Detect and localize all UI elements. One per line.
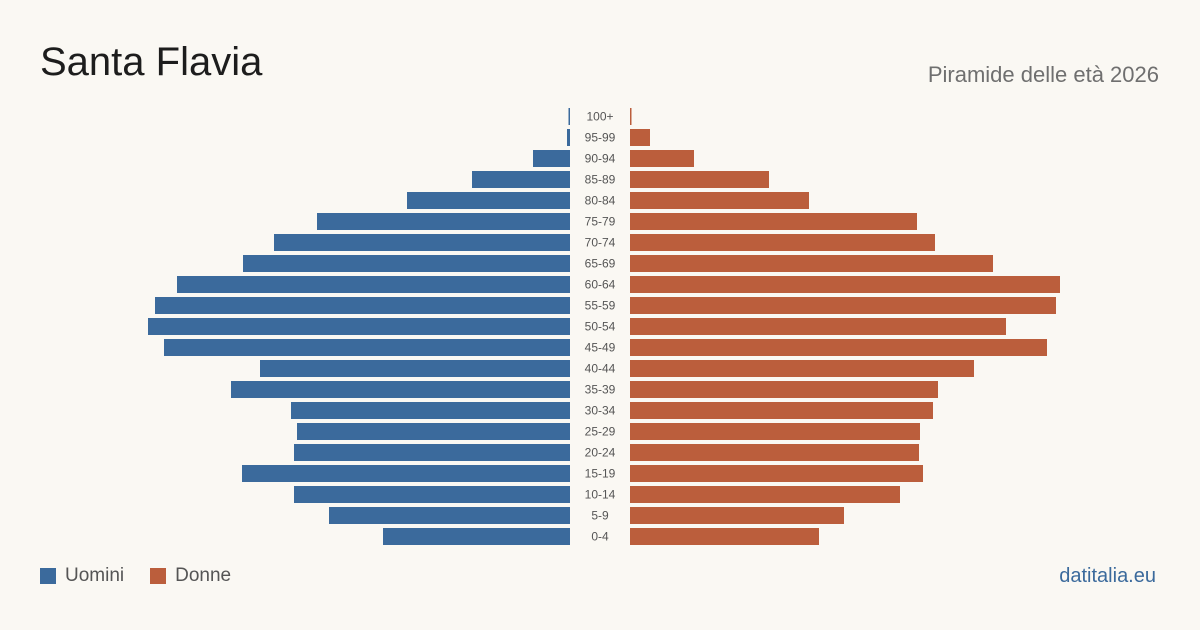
bar-men-30-34 bbox=[291, 402, 570, 419]
age-group-label-100plus: 100+ bbox=[586, 110, 613, 124]
bar-men-65-69 bbox=[243, 255, 570, 272]
bar-women-65-69 bbox=[630, 255, 993, 272]
bar-women-60-64 bbox=[630, 276, 1060, 293]
age-group-label-45-49: 45-49 bbox=[585, 341, 616, 355]
age-group-label-20-24: 20-24 bbox=[585, 446, 616, 460]
age-group-label-30-34: 30-34 bbox=[585, 404, 616, 418]
bar-men-45-49 bbox=[164, 339, 570, 356]
age-group-label-65-69: 65-69 bbox=[585, 257, 616, 271]
bar-women-5-9 bbox=[630, 507, 844, 524]
age-group-label-55-59: 55-59 bbox=[585, 299, 616, 313]
legend: Uomini Donne bbox=[40, 566, 257, 585]
bar-men-25-29 bbox=[297, 423, 570, 440]
age-group-label-5-9: 5-9 bbox=[591, 509, 609, 523]
bar-men-5-9 bbox=[329, 507, 570, 524]
legend-label-women: Donne bbox=[175, 565, 232, 586]
bar-men-80-84 bbox=[407, 192, 570, 209]
bar-men-60-64 bbox=[177, 276, 570, 293]
age-group-label-50-54: 50-54 bbox=[585, 320, 616, 334]
bar-men-95-99 bbox=[567, 129, 570, 146]
age-group-label-75-79: 75-79 bbox=[585, 215, 616, 229]
bar-women-45-49 bbox=[630, 339, 1047, 356]
bar-women-10-14 bbox=[630, 486, 900, 503]
bar-women-50-54 bbox=[630, 318, 1006, 335]
age-group-label-60-64: 60-64 bbox=[585, 278, 616, 292]
bar-women-85-89 bbox=[630, 171, 769, 188]
age-group-label-90-94: 90-94 bbox=[585, 152, 616, 166]
bar-men-35-39 bbox=[231, 381, 570, 398]
legend-label-men: Uomini bbox=[65, 565, 125, 586]
bar-women-40-44 bbox=[630, 360, 974, 377]
bar-men-55-59 bbox=[155, 297, 570, 314]
legend-swatch-men bbox=[40, 567, 56, 584]
age-group-label-15-19: 15-19 bbox=[585, 467, 616, 481]
bar-men-15-19 bbox=[242, 465, 570, 482]
bar-men-70-74 bbox=[274, 234, 570, 251]
age-group-label-10-14: 10-14 bbox=[585, 488, 616, 502]
bar-women-95-99 bbox=[630, 129, 650, 146]
bar-women-35-39 bbox=[630, 381, 938, 398]
bar-women-70-74 bbox=[630, 234, 935, 251]
legend-swatch-women bbox=[150, 567, 167, 584]
age-group-label-80-84: 80-84 bbox=[585, 194, 616, 208]
bar-women-25-29 bbox=[630, 423, 920, 440]
age-group-label-40-44: 40-44 bbox=[585, 362, 616, 376]
age-group-label-85-89: 85-89 bbox=[585, 173, 616, 187]
age-group-label-70-74: 70-74 bbox=[585, 236, 616, 250]
bar-men-40-44 bbox=[260, 360, 570, 377]
bar-men-90-94 bbox=[533, 150, 570, 167]
age-group-label-0-4: 0-4 bbox=[591, 530, 609, 544]
age-group-label-25-29: 25-29 bbox=[585, 425, 616, 439]
legend-item-women: Donne bbox=[150, 566, 231, 585]
bar-men-75-79 bbox=[317, 213, 570, 230]
source-link[interactable]: datitalia.eu bbox=[1059, 565, 1156, 587]
bar-women-15-19 bbox=[630, 465, 923, 482]
legend-item-men: Uomini bbox=[40, 566, 124, 585]
bar-men-100plus bbox=[568, 108, 570, 125]
bar-men-50-54 bbox=[148, 318, 570, 335]
bar-men-85-89 bbox=[472, 171, 570, 188]
bar-men-10-14 bbox=[294, 486, 570, 503]
page-title: Santa Flavia bbox=[40, 40, 263, 84]
bar-women-55-59 bbox=[630, 297, 1056, 314]
bar-women-90-94 bbox=[630, 150, 694, 167]
age-group-label-35-39: 35-39 bbox=[585, 383, 616, 397]
bar-women-80-84 bbox=[630, 192, 809, 209]
bar-men-20-24 bbox=[294, 444, 570, 461]
age-group-label-95-99: 95-99 bbox=[585, 131, 616, 145]
bar-women-75-79 bbox=[630, 213, 917, 230]
bar-women-30-34 bbox=[630, 402, 933, 419]
bar-men-0-4 bbox=[383, 528, 570, 545]
bar-women-0-4 bbox=[630, 528, 819, 545]
bar-women-100plus bbox=[630, 108, 632, 125]
chart-subtitle: Piramide delle età 2026 bbox=[927, 62, 1159, 87]
bar-women-20-24 bbox=[630, 444, 919, 461]
